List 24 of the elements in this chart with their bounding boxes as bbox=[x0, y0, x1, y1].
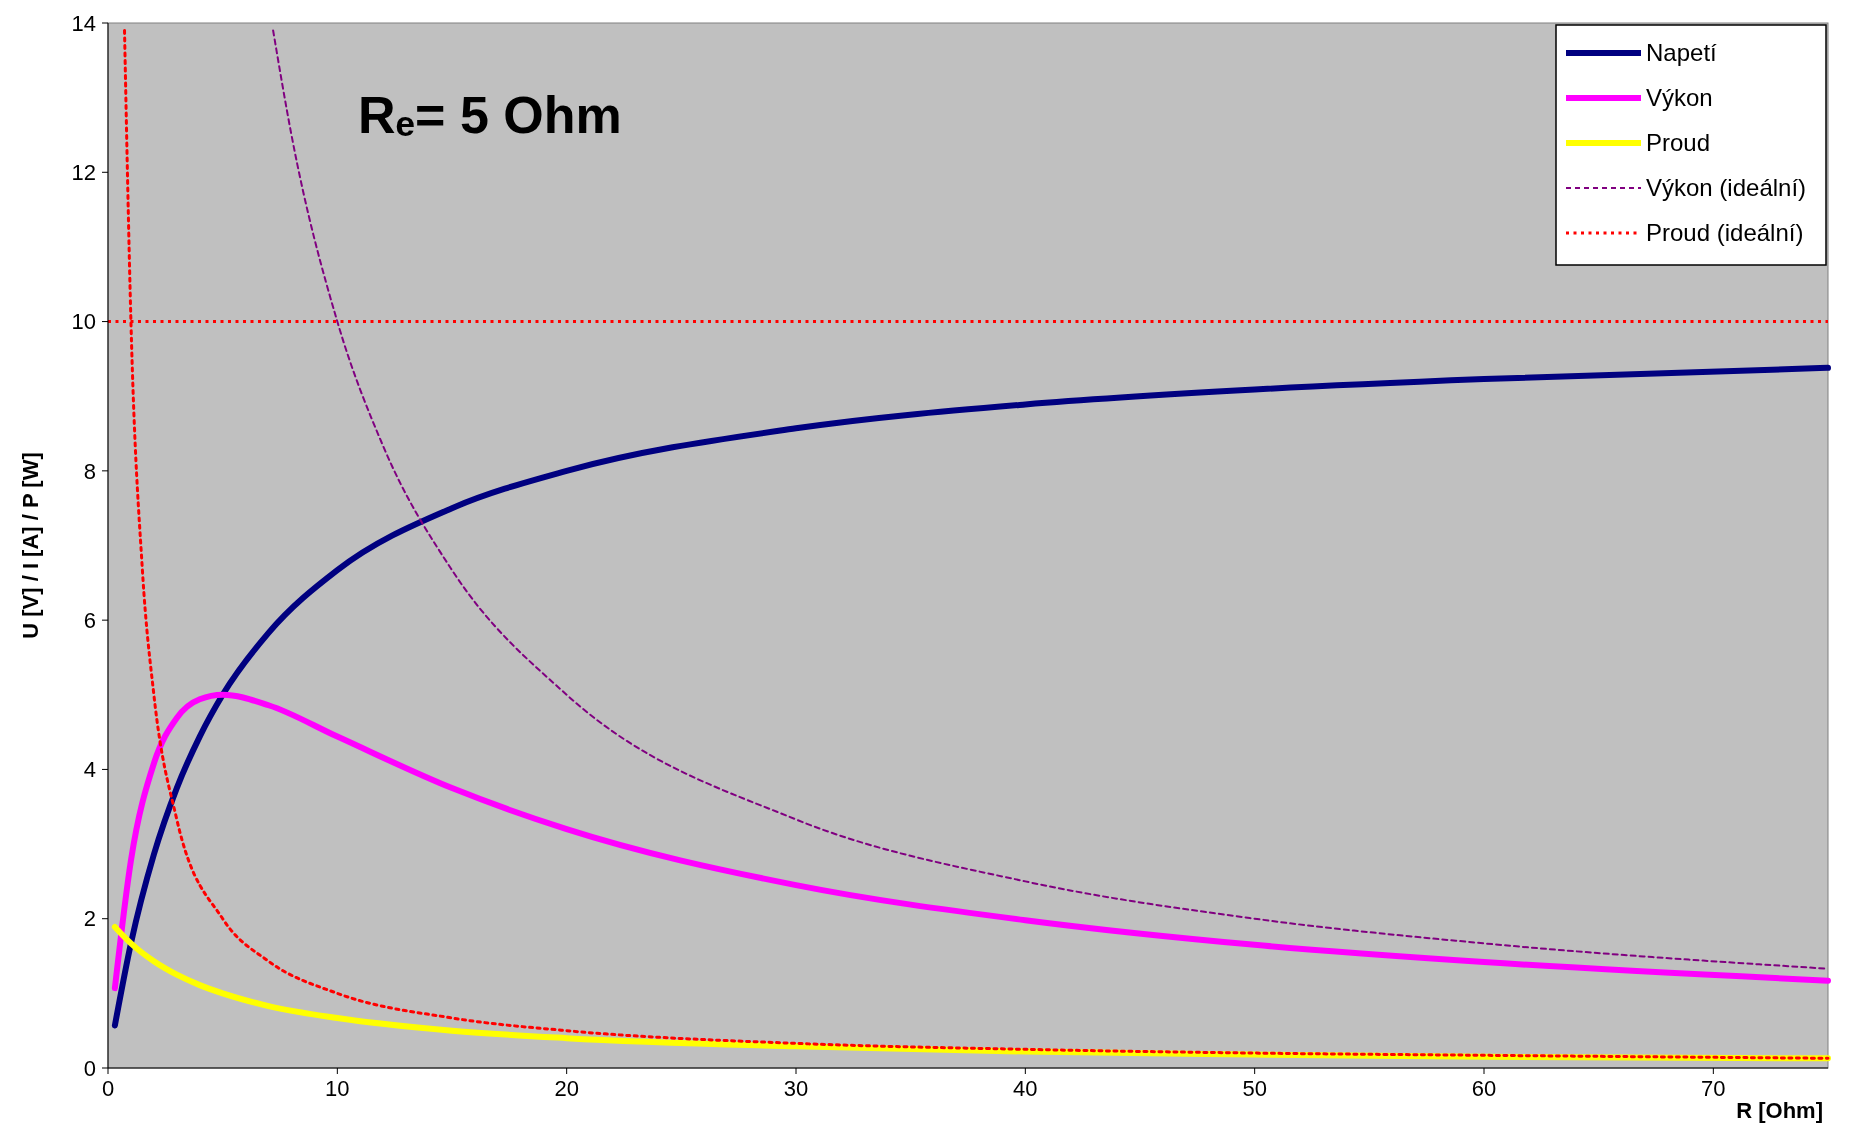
y-tick-label: 14 bbox=[71, 10, 96, 36]
x-tick-label: 70 bbox=[1701, 1076, 1726, 1101]
legend-label: Výkon bbox=[1646, 84, 1713, 112]
x-tick-label: 60 bbox=[1471, 1076, 1497, 1101]
x-tick-label: 40 bbox=[1013, 1076, 1038, 1101]
x-tick-label: 30 bbox=[783, 1076, 809, 1101]
y-tick-label: 8 bbox=[83, 458, 96, 484]
x-axis-title: R [Ohm] bbox=[1736, 1098, 1823, 1123]
text: Rₑ= 5 Ohm bbox=[358, 86, 622, 144]
legend-label: Proud (ideální) bbox=[1646, 219, 1804, 247]
x-tick-label: 20 bbox=[554, 1076, 579, 1101]
y-tick-label: 6 bbox=[83, 607, 96, 633]
y-tick-label: 2 bbox=[83, 906, 96, 932]
x-tick-label: 0 bbox=[101, 1076, 115, 1101]
x-tick-label: 10 bbox=[325, 1076, 350, 1101]
y-tick-label: 0 bbox=[83, 1055, 96, 1081]
legend-label: Výkon (ideální) bbox=[1646, 174, 1807, 202]
x-tick-label: 50 bbox=[1242, 1076, 1267, 1101]
y-axis-title: U [V] / I [A] / P [W] bbox=[18, 452, 43, 639]
y-tick-label: 12 bbox=[71, 159, 96, 185]
y-tick-label: 4 bbox=[83, 757, 96, 783]
legend-label: Proud bbox=[1646, 129, 1711, 157]
y-tick-label: 10 bbox=[71, 309, 96, 335]
legend-label: Napetí bbox=[1646, 39, 1718, 67]
